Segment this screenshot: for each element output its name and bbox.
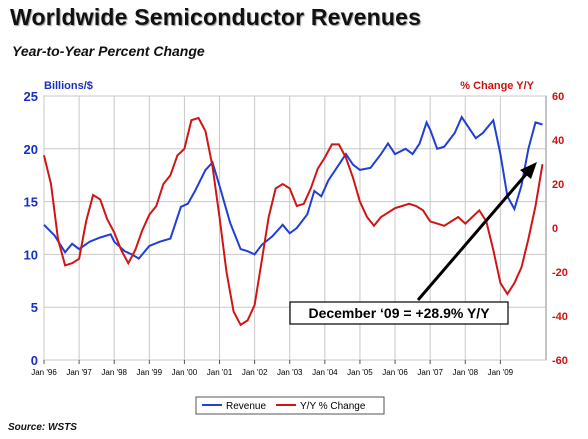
x-tick-label: Jan '99 [137,368,163,377]
x-tick-label: Jan '04 [312,368,338,377]
right-axis: -60 -40 -20 0 20 40 60 [552,91,568,367]
right-tick-label: -20 [552,267,568,279]
chart-title: Worldwide Semiconductor Revenues [10,4,422,30]
right-tick-label: 40 [552,135,564,147]
left-axis: 0 5 10 15 20 25 [24,89,38,368]
yoy-line [43,116,544,327]
annotation-arrow [416,171,530,301]
legend-revenue-label: Revenue [226,401,266,412]
x-tick-label: Jan '98 [101,368,127,377]
left-tick-label: 25 [24,89,38,104]
left-tick-label: 10 [24,247,38,262]
x-tick-label: Jan '02 [242,368,268,377]
left-tick-label: 5 [31,300,38,315]
annotation-arrowhead [520,162,537,179]
legend-yoy-label: Y/Y % Change [300,401,366,412]
x-axis: Jan '96 Jan '97 Jan '98 Jan '99 Jan '00 Jan '… [31,360,514,377]
x-tick-label: Jan '07 [417,368,443,377]
left-tick-label: 15 [24,195,38,210]
x-tick-label: Jan '00 [172,368,198,377]
x-tick-label: Jan '97 [66,368,92,377]
x-tick-label: Jan '96 [31,368,57,377]
chart-subtitle: Year-to-Year Percent Change [12,43,205,59]
left-tick-label: 0 [31,353,38,368]
x-tick-label: Jan '03 [277,368,303,377]
left-tick-label: 20 [24,142,38,157]
right-tick-label: -40 [552,311,568,323]
x-tick-label: Jan '01 [207,368,233,377]
source-note: Source: WSTS [8,422,77,433]
annotation-box [289,301,509,325]
right-tick-label: 60 [552,91,564,103]
x-tick-label: Jan '06 [382,368,408,377]
x-tick-label: Jan '09 [488,368,514,377]
right-axis-label: % Change Y/Y [460,80,534,92]
annotation-text: December ‘09 = +28.9% Y/Y [308,305,490,321]
x-tick-label: Jan '08 [452,368,478,377]
left-axis-label: Billions/$ [44,80,93,92]
right-tick-label: 0 [552,223,558,235]
x-tick-label: Jan '05 [347,368,373,377]
right-tick-label: -60 [552,355,568,367]
right-tick-label: 20 [552,179,564,191]
